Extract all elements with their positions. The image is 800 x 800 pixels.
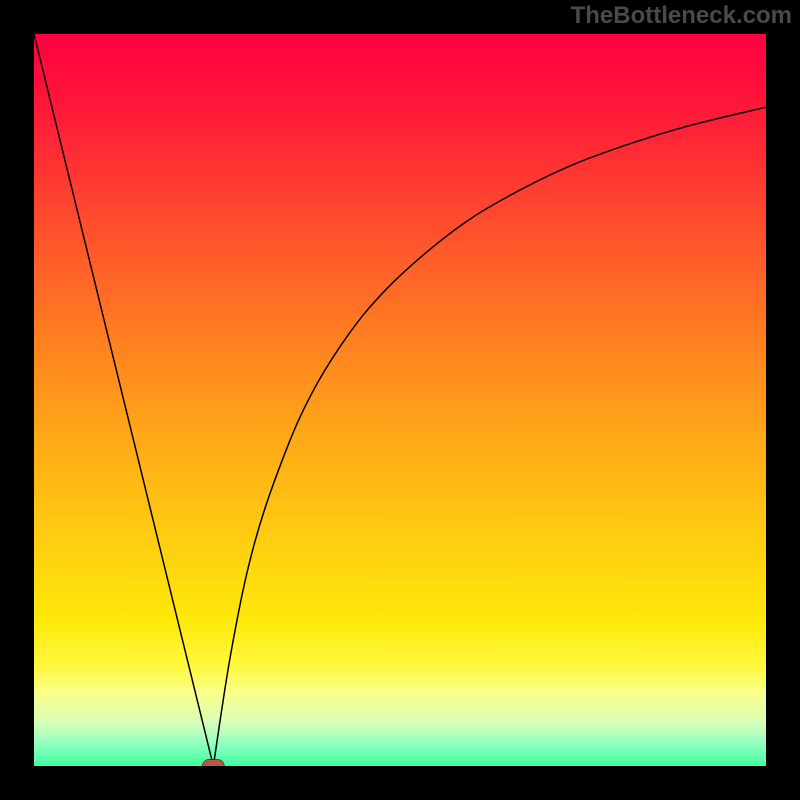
gradient-background bbox=[34, 34, 766, 766]
watermark-text: TheBottleneck.com bbox=[571, 2, 792, 30]
minimum-marker bbox=[202, 759, 224, 766]
bottleneck-chart bbox=[34, 34, 766, 766]
